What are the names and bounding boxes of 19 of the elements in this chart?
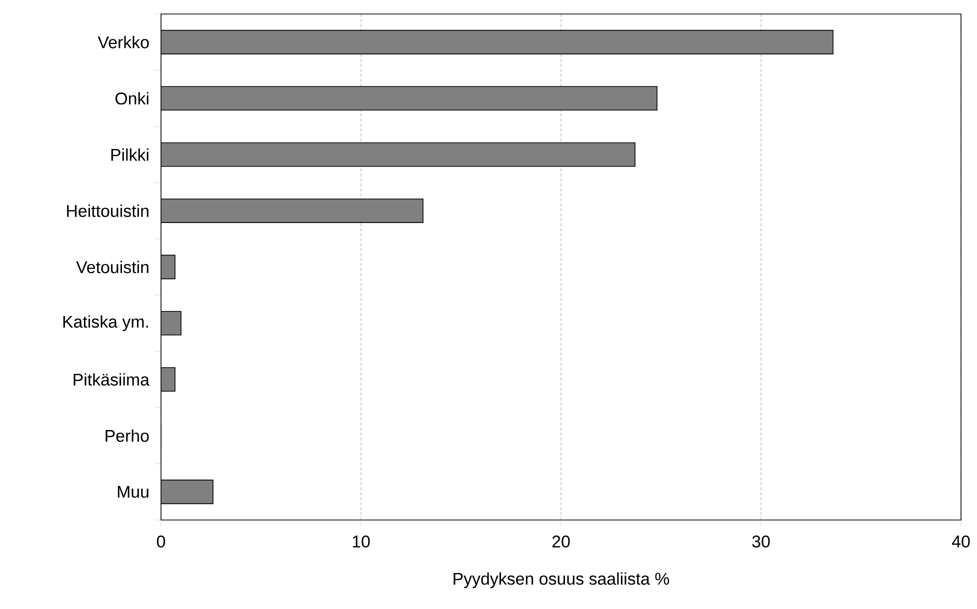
x-tick-label: 0 [156, 536, 166, 548]
x-tick-label: 20 [552, 536, 570, 548]
y-tick-label: Muu [118, 486, 148, 498]
bar [161, 368, 176, 392]
y-tick-label: Perho [106, 429, 149, 442]
bar [161, 480, 214, 504]
x-tick-label: 10 [352, 536, 370, 548]
x-axis-title: Pyydyksen osuus saaliista % [454, 572, 670, 588]
bar [161, 311, 182, 336]
y-tick-label: Katiska ym. [63, 315, 148, 332]
x-tick-label: 30 [752, 536, 770, 548]
y-tick-label: Pitkäsiima [74, 373, 150, 386]
bar [161, 255, 176, 279]
y-tick-label: Pilkki [111, 148, 148, 161]
y-tick-label: Onki [115, 92, 148, 105]
x-tick-label: 40 [952, 536, 970, 548]
y-tick-label: Vetouistin [76, 260, 148, 274]
y-tick-label: Verkko [98, 36, 149, 48]
y-tick-label: Heittouistin [67, 204, 148, 217]
